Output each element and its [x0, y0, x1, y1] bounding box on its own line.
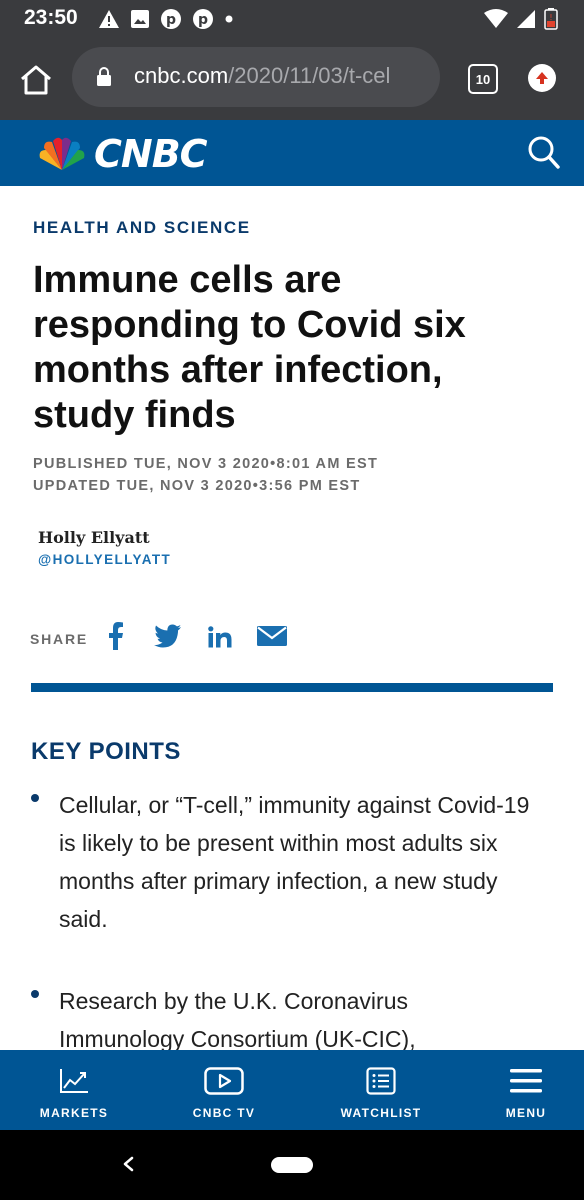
tab-switcher-button[interactable]: 10 [468, 64, 498, 94]
warning-icon [99, 10, 119, 28]
site-header: CNBC [0, 120, 584, 186]
key-points-title: KEY POINTS [31, 738, 181, 765]
peacock-icon [39, 137, 85, 170]
nav-label: MARKETS [39, 1106, 109, 1120]
tab-count: 10 [475, 71, 491, 87]
email-icon[interactable] [257, 626, 287, 646]
section-tag[interactable]: HEALTH AND SCIENCE [33, 218, 251, 237]
linkedin-icon[interactable] [208, 626, 232, 648]
lock-icon [97, 67, 111, 86]
nav-cnbc-tv[interactable]: CNBC TV [186, 1050, 262, 1130]
bottom-navigation: MARKETS CNBC TV WATCHLIST [0, 1050, 584, 1130]
pinterest-icon: p [193, 9, 213, 29]
nav-watchlist[interactable]: WATCHLIST [336, 1050, 426, 1130]
facebook-icon[interactable] [108, 622, 124, 650]
url-domain: cnbc.com [134, 63, 229, 88]
signal-icon [517, 10, 535, 28]
published-date: PUBLISHED TUE, NOV 3 2020•8:01 AM EST [33, 456, 379, 472]
key-point-item: Cellular, or “T-cell,” immunity against … [31, 786, 531, 938]
status-bar: 23:50 p p ! [0, 0, 584, 38]
nav-label: CNBC TV [192, 1106, 256, 1120]
updated-date: UPDATED TUE, NOV 3 2020•3:56 PM EST [33, 478, 361, 494]
arrow-up-icon [536, 72, 548, 84]
svg-text:!: ! [549, 13, 552, 22]
system-navigation-bar [0, 1130, 584, 1200]
home-icon[interactable] [18, 62, 54, 98]
play-icon [204, 1067, 244, 1095]
wifi-icon [484, 9, 508, 28]
svg-text:p: p [166, 12, 176, 28]
nav-label: MENU [505, 1106, 547, 1120]
back-icon[interactable] [120, 1152, 136, 1176]
image-icon [131, 10, 149, 28]
pinterest-icon: p [161, 9, 181, 29]
list-icon [366, 1067, 396, 1095]
nav-label: WATCHLIST [340, 1106, 422, 1120]
cnbc-logo[interactable]: CNBC [36, 132, 208, 176]
status-time: 23:50 [24, 6, 78, 29]
address-bar[interactable]: cnbc.com/2020/11/03/t-cel [72, 47, 440, 107]
nav-menu[interactable]: MENU [496, 1050, 556, 1130]
dot-icon [225, 15, 233, 23]
browser-toolbar: cnbc.com/2020/11/03/t-cel 10 [0, 38, 584, 120]
svg-text:p: p [198, 12, 208, 28]
url-text: cnbc.com/2020/11/03/t-cel [134, 63, 390, 89]
hamburger-icon [510, 1069, 542, 1093]
twitter-icon[interactable] [154, 624, 182, 648]
home-gesture-pill[interactable] [271, 1157, 313, 1173]
author-name[interactable]: Holly Ellyatt [38, 528, 150, 547]
key-points-list: Cellular, or “T-cell,” immunity against … [31, 786, 531, 1058]
url-path: /2020/11/03/t-cel [228, 63, 391, 88]
system-icons: ! [484, 8, 558, 30]
logo-text: CNBC [94, 132, 208, 176]
key-point-text: Cellular, or “T-cell,” immunity against … [59, 792, 530, 932]
key-point-text: Research by the U.K. Coronavirus Immunol… [59, 988, 416, 1052]
chart-icon [60, 1069, 88, 1093]
headline: Immune cells are responding to Covid six… [33, 259, 466, 436]
search-icon[interactable] [526, 134, 560, 170]
bullet-icon [31, 794, 39, 802]
key-point-item: Research by the U.K. Coronavirus Immunol… [31, 982, 531, 1058]
update-button[interactable] [528, 64, 556, 92]
battery-icon: ! [544, 8, 558, 30]
notification-icons: p p [98, 8, 234, 30]
content-divider [31, 683, 553, 692]
author-handle[interactable]: @HOLLYELLYATT [38, 552, 172, 567]
nav-markets[interactable]: MARKETS [36, 1050, 112, 1130]
bullet-icon [31, 990, 39, 998]
share-label: SHARE [30, 631, 89, 647]
